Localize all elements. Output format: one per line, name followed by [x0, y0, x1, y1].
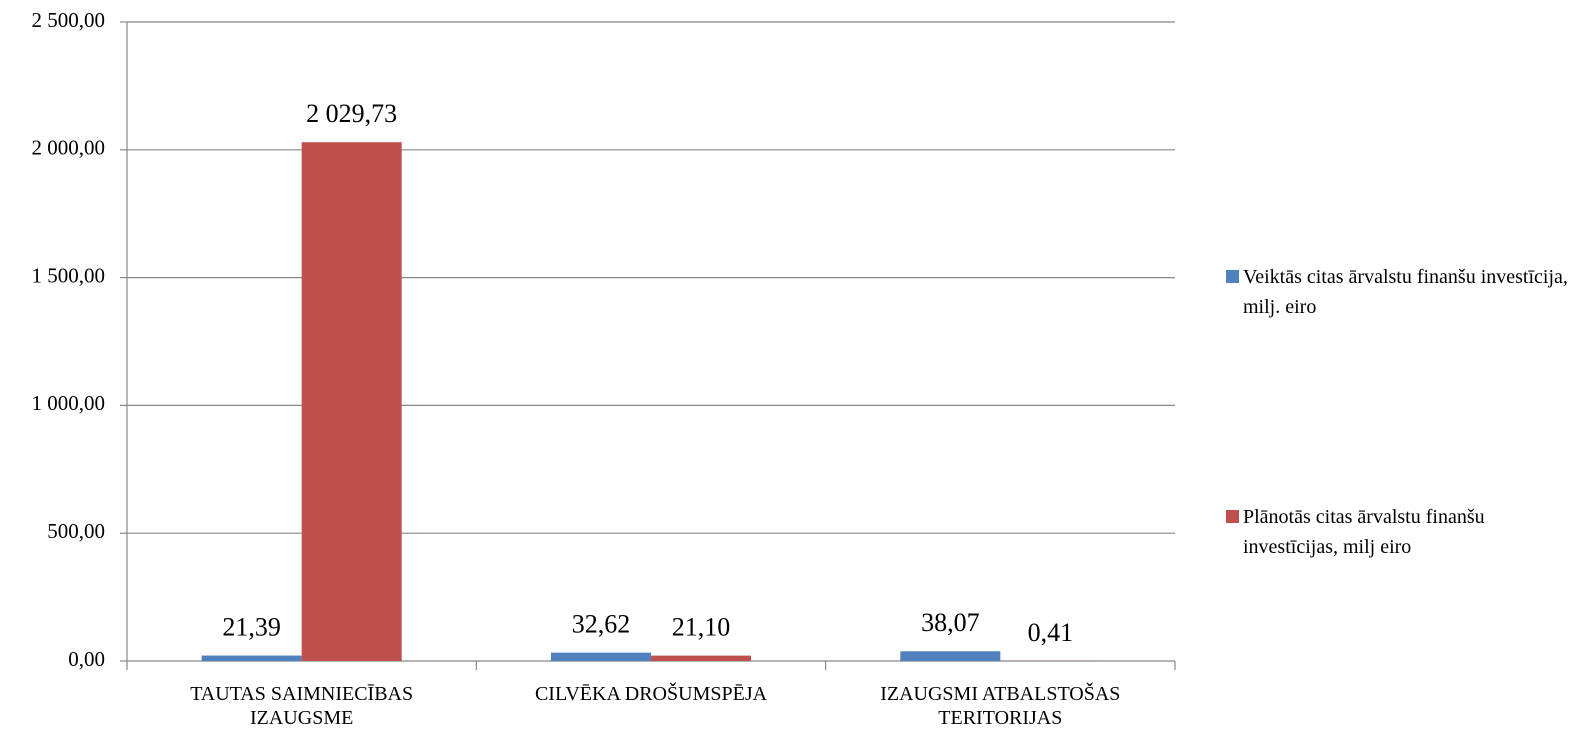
bar — [201, 655, 302, 661]
bar — [900, 651, 1001, 661]
data-label: 32,62 — [572, 610, 631, 639]
legend-label: Plānotās citas ārvalstu finanšu investīc… — [1243, 506, 1485, 558]
y-tick-label: 1 500,00 — [32, 263, 106, 287]
y-tick-label: 500,00 — [47, 519, 105, 543]
legend-label: Veiktās citas ārvalstu finanšu investīci… — [1243, 266, 1568, 318]
data-label: 21,10 — [672, 613, 731, 642]
x-tick-label: TAUTAS SAIMNIECĪBAS IZAUGSME — [190, 683, 414, 729]
legend-swatch — [1226, 270, 1239, 283]
legend-swatch — [1226, 510, 1239, 523]
bar — [651, 655, 751, 661]
bar — [301, 142, 402, 661]
data-label: 38,07 — [921, 608, 980, 637]
y-tick-label: 2 000,00 — [32, 136, 106, 160]
y-tick-label: 1 000,00 — [32, 391, 106, 415]
y-tick-label: 2 500,00 — [32, 8, 106, 32]
x-tick-label: CILVĒKA DROŠUMSPĒJA — [534, 683, 768, 705]
y-tick-label: 0,00 — [68, 647, 105, 671]
data-label: 21,39 — [222, 613, 281, 642]
bar — [551, 652, 651, 661]
data-label: 0,41 — [1028, 618, 1074, 647]
data-label: 2 029,73 — [306, 99, 397, 128]
x-tick-label: IZAUGSMI ATBALSTOŠAS TERITORIJAS — [880, 683, 1121, 729]
